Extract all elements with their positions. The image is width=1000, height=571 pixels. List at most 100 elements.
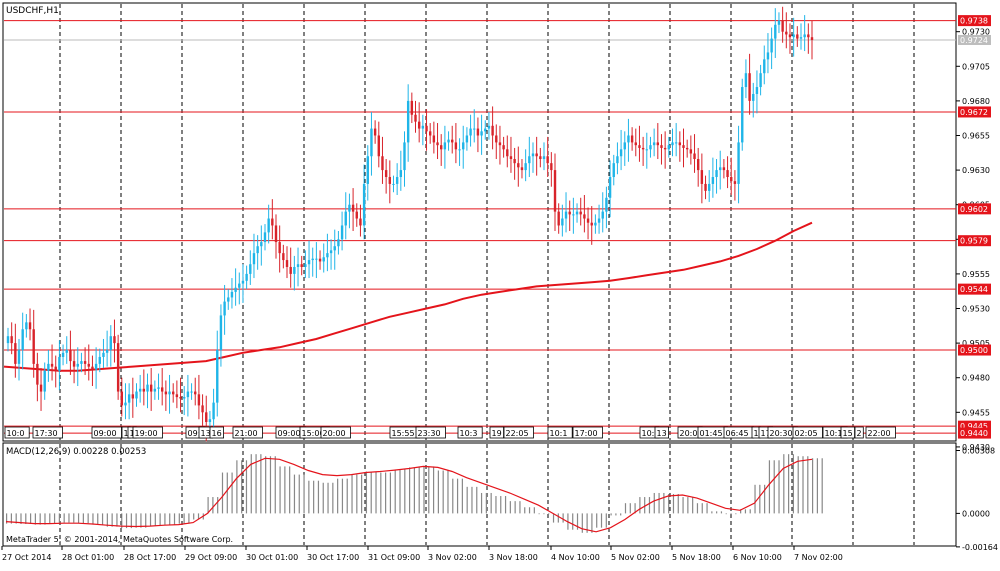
candle-body	[105, 350, 109, 353]
session-label-box	[320, 426, 351, 439]
macd-bar	[269, 456, 272, 514]
candle-body	[138, 388, 142, 392]
candle-body	[296, 264, 300, 267]
macd-bar	[456, 478, 459, 514]
level-tag-label: 0.9500	[960, 346, 988, 355]
candle-body	[575, 211, 579, 215]
candle-body	[766, 52, 770, 60]
candle-body	[428, 131, 432, 136]
session-label-box	[854, 426, 864, 439]
candle-body	[6, 336, 10, 344]
session-label: 15:55	[392, 429, 415, 438]
candle-body	[186, 391, 190, 398]
candle-body	[484, 128, 487, 132]
candle-body	[803, 34, 806, 38]
macd-bar	[716, 511, 718, 514]
macd-bar	[682, 497, 684, 514]
macd-bar	[480, 492, 483, 514]
candle-body	[355, 211, 358, 219]
macd-bar	[562, 513, 564, 523]
candle-body	[219, 315, 223, 351]
macd-bar	[154, 513, 156, 527]
candle-body	[274, 225, 278, 243]
session-label: 16	[212, 429, 222, 438]
candle-body	[289, 266, 292, 274]
macd-bar	[289, 466, 291, 514]
macd-bar	[812, 458, 814, 514]
candle-body	[770, 38, 773, 53]
candle-body	[513, 159, 516, 164]
time-tick-label: 3 Nov 02:00	[428, 553, 477, 562]
macd-bar	[337, 478, 339, 514]
candle-body	[737, 142, 740, 184]
candle-body	[531, 153, 535, 157]
candle-body	[194, 391, 197, 395]
macd-bar	[97, 513, 99, 525]
candle-body	[39, 384, 43, 392]
macd-bar	[92, 513, 94, 525]
macd-bar	[365, 471, 368, 514]
session-label: 20:0	[680, 429, 698, 438]
candle-body	[201, 405, 204, 413]
macd-bar	[207, 497, 209, 514]
time-tick-label: 29 Oct 09:00	[185, 553, 237, 562]
candle-body	[744, 73, 748, 88]
candle-body	[271, 218, 274, 226]
candle-body	[524, 163, 527, 171]
candle-body	[315, 258, 318, 260]
macd-bar	[125, 513, 128, 529]
time-tick-label: 30 Oct 01:00	[246, 553, 298, 562]
macd-bar	[49, 513, 51, 524]
macd-bar	[533, 507, 535, 514]
candle-body	[480, 131, 483, 136]
level-tag	[958, 15, 991, 27]
macd-bar	[15, 513, 17, 524]
macd-bar	[212, 497, 214, 514]
session-label: 15	[843, 429, 853, 438]
session-label-box	[415, 426, 446, 439]
macd-bar	[279, 466, 281, 514]
session-label: 20:00	[323, 429, 346, 438]
candle-body	[76, 363, 79, 367]
macd-bar	[466, 486, 468, 514]
macd-bar	[500, 496, 502, 514]
candle-body	[179, 397, 182, 399]
macd-bar	[816, 458, 818, 514]
session-label-box	[572, 426, 603, 439]
macd-bar	[135, 513, 137, 528]
macd-bar	[308, 480, 310, 514]
candle-body	[318, 258, 322, 262]
macd-bar	[226, 472, 228, 514]
session-label: 23:30	[418, 429, 441, 438]
price-panel[interactable]: 10:0 17:30 09:00 1 1 19:00 09: 13 16 21:00 09:00 15…	[2, 2, 957, 442]
candle-body	[175, 394, 179, 398]
macd-bar	[788, 454, 790, 514]
time-tick-label: 28 Oct 01:00	[62, 553, 114, 562]
candle-body	[722, 167, 726, 171]
candle-body	[652, 142, 656, 146]
candle-body	[476, 128, 480, 136]
candle-body	[157, 387, 160, 389]
candle-body	[553, 170, 557, 212]
macd-bar	[20, 513, 22, 525]
candle-body	[807, 34, 810, 38]
macd-axis: 0.00308 0.0000 -0.00164	[956, 446, 998, 552]
time-tick-label: 5 Nov 18:00	[672, 553, 721, 562]
candle-body	[43, 370, 46, 392]
candle-body	[69, 350, 72, 362]
candle-body	[366, 156, 369, 184]
macd-panel[interactable]: MACD(12,26,9) 0.00228 0.00253 MetaTrader…	[2, 442, 957, 547]
symbol-label: USDCHF,H1	[6, 6, 59, 16]
candle-body	[663, 147, 667, 150]
candle-body	[451, 139, 454, 143]
session-label: 13	[201, 429, 211, 438]
macd-bar	[768, 460, 771, 514]
candle-body	[700, 170, 704, 184]
candle-body	[234, 287, 237, 292]
candle-body	[436, 142, 439, 146]
candle-body	[491, 125, 494, 136]
session-label-box	[792, 426, 823, 439]
candle-body	[462, 142, 465, 150]
